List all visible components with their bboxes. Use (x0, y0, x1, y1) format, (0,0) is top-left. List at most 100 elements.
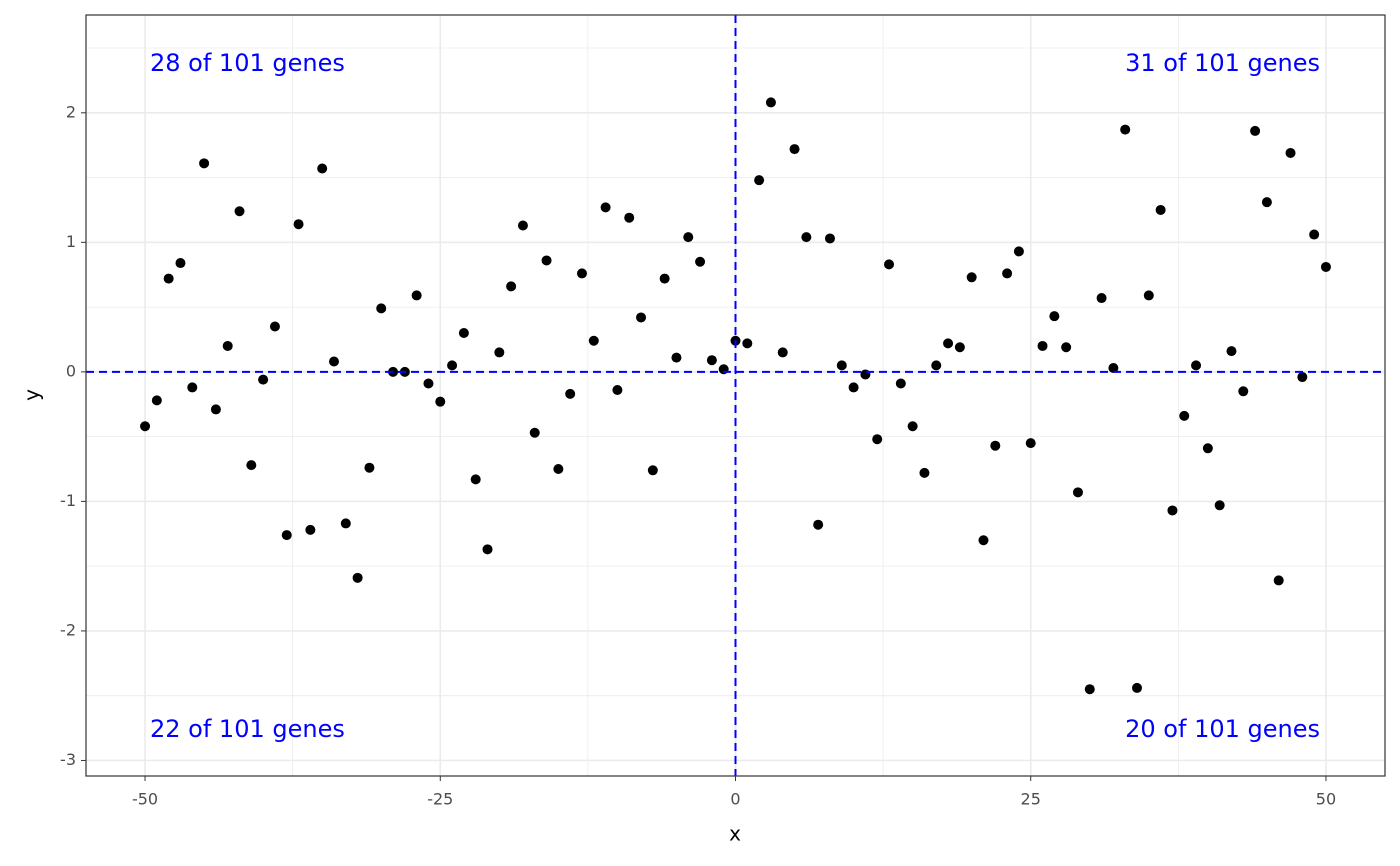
point (624, 212, 635, 223)
point (1120, 124, 1131, 135)
point (376, 303, 387, 314)
point (1250, 125, 1261, 136)
annotation: 28 of 101 genes (150, 49, 345, 77)
point (919, 467, 930, 478)
point (742, 338, 753, 349)
point (281, 530, 292, 541)
point (140, 421, 151, 432)
point (813, 519, 824, 530)
point (388, 366, 399, 377)
point (765, 97, 776, 108)
point (435, 396, 446, 407)
annotation: 22 of 101 genes (150, 715, 345, 743)
point (884, 259, 895, 270)
point (234, 206, 245, 217)
point (872, 434, 883, 445)
point (1179, 410, 1190, 421)
point (175, 258, 186, 269)
y-tick-label: 0 (66, 361, 76, 380)
point (1084, 684, 1095, 695)
point (1025, 438, 1036, 449)
point (801, 232, 812, 243)
panel-border (85, 14, 1386, 777)
point (411, 290, 422, 301)
point (647, 465, 658, 476)
point (1096, 293, 1107, 304)
point (1320, 261, 1331, 272)
point (943, 338, 954, 349)
point (364, 462, 375, 473)
point (328, 356, 339, 367)
point (824, 233, 835, 244)
point (1309, 229, 1320, 240)
point (954, 342, 965, 353)
x-tick-label: -50 (132, 790, 158, 809)
x-tick-label: 0 (730, 790, 740, 809)
point (541, 255, 552, 266)
point (1238, 386, 1249, 397)
point (1226, 346, 1237, 357)
annotation: 31 of 101 genes (1125, 49, 1320, 77)
point (1167, 505, 1178, 516)
point (1002, 268, 1013, 279)
point (777, 347, 788, 358)
point (269, 321, 280, 332)
point (966, 272, 977, 283)
y-tick-label: -2 (60, 620, 76, 639)
x-axis-title: x (729, 822, 741, 846)
point (1013, 246, 1024, 257)
y-tick-label: -1 (60, 491, 76, 510)
point (423, 378, 434, 389)
point (706, 355, 717, 366)
point (163, 273, 174, 284)
point (1285, 147, 1296, 158)
point (1214, 500, 1225, 511)
point (340, 518, 351, 529)
point (600, 202, 611, 213)
point (588, 335, 599, 346)
point (695, 256, 706, 267)
point (1202, 443, 1213, 454)
point (151, 395, 162, 406)
point (1297, 372, 1308, 383)
point (470, 474, 481, 485)
point (506, 281, 517, 292)
point (187, 382, 198, 393)
point (222, 340, 233, 351)
point (352, 572, 363, 583)
point (636, 312, 647, 323)
point (671, 352, 682, 363)
point (317, 163, 328, 174)
x-tick-label: -25 (427, 790, 453, 809)
point (848, 382, 859, 393)
point (246, 460, 257, 471)
point (1108, 362, 1119, 373)
point (1143, 290, 1154, 301)
point (553, 464, 564, 475)
point (978, 535, 989, 546)
annotation: 20 of 101 genes (1125, 715, 1320, 743)
point (907, 421, 918, 432)
point (1191, 360, 1202, 371)
point (612, 384, 623, 395)
point (1072, 487, 1083, 498)
point (836, 360, 847, 371)
point (447, 360, 458, 371)
point (683, 232, 694, 243)
point (990, 440, 1001, 451)
point (210, 404, 221, 415)
point (895, 378, 906, 389)
point (565, 388, 576, 399)
point (789, 144, 800, 155)
point (576, 268, 587, 279)
point (482, 544, 493, 555)
x-tick-label: 25 (1021, 790, 1041, 809)
point (1061, 342, 1072, 353)
y-tick-label: -3 (60, 750, 76, 769)
point (1261, 197, 1272, 208)
x-tick-label: 50 (1316, 790, 1336, 809)
point (517, 220, 528, 231)
y-axis-title: y (20, 389, 44, 401)
